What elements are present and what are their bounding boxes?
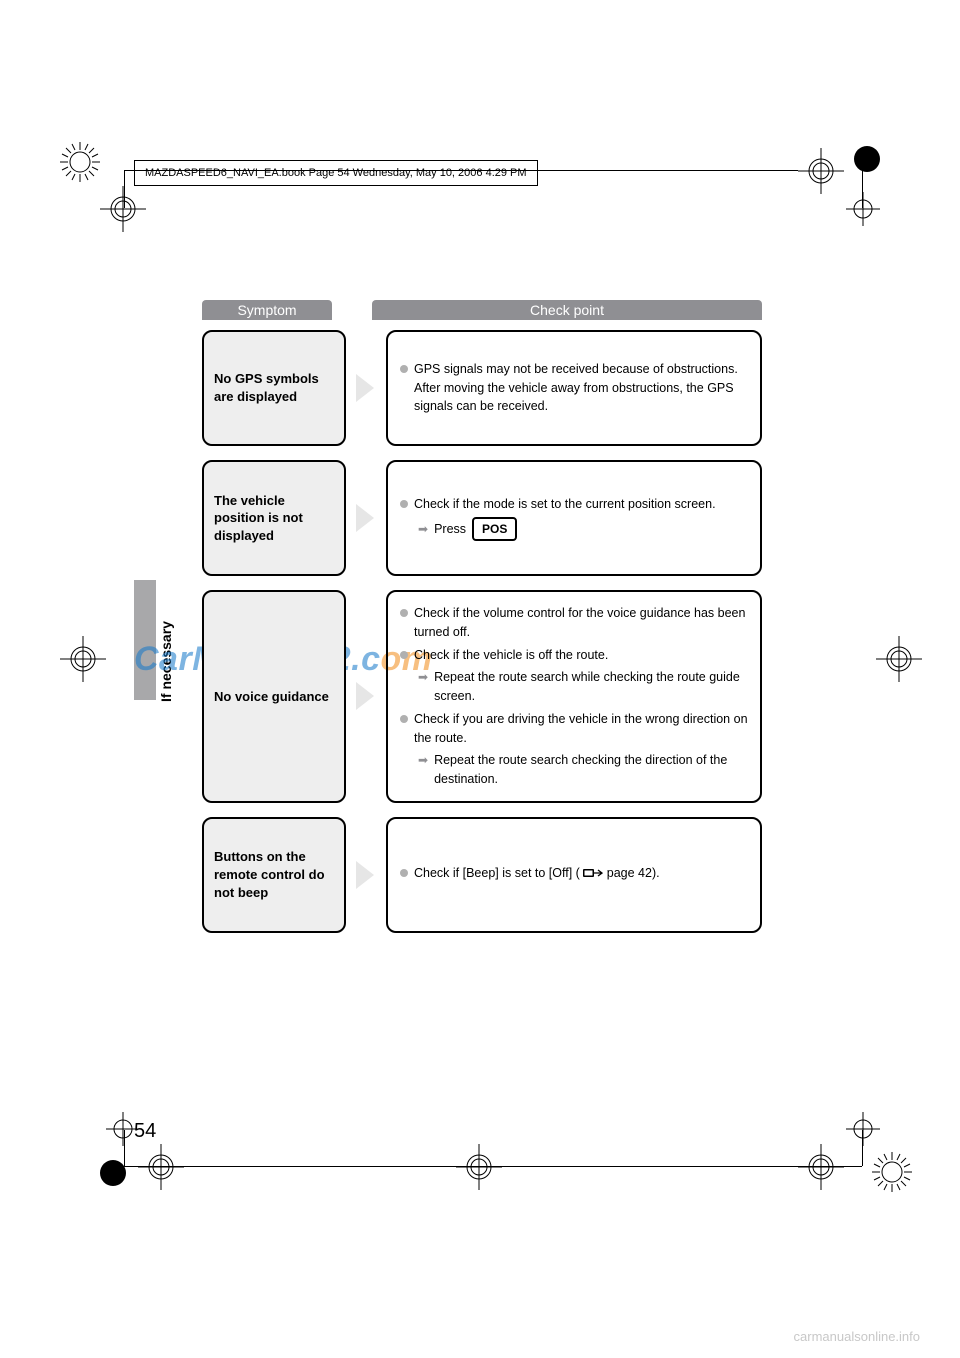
reg-cross-br2 <box>840 1106 886 1152</box>
arrow-icon <box>356 330 376 446</box>
sub-item: ➡Repeat the route search checking the di… <box>418 751 748 789</box>
sub-arrow-icon: ➡ <box>418 751 428 789</box>
bullet-text: Check if the volume control for the voic… <box>414 604 748 642</box>
bullet-dot-icon <box>400 365 408 373</box>
table-row: Buttons on the remote control do not bee… <box>202 817 762 933</box>
sub-text: Repeat the route search checking the dir… <box>434 751 748 789</box>
pos-button: POS <box>472 517 517 541</box>
bullet-dot-icon <box>400 651 408 659</box>
bullet-dot-icon <box>400 500 408 508</box>
reg-sun-tl <box>58 140 102 184</box>
symptom-box: Buttons on the remote control do not bee… <box>202 817 346 933</box>
table-row: No voice guidance Check if the volume con… <box>202 590 762 803</box>
sub-item: ➡Repeat the route search while checking … <box>418 668 748 706</box>
checkpoint-box: GPS signals may not be received because … <box>386 330 762 446</box>
reg-dot-bl <box>100 1160 126 1186</box>
side-tab <box>134 580 156 700</box>
bullet-item: GPS signals may not be received because … <box>400 360 748 416</box>
reg-cross-bc <box>456 1144 502 1190</box>
press-instruction: ➡ Press POS <box>418 517 748 541</box>
arrow-icon <box>356 817 376 933</box>
symptom-box: No GPS symbols are displayed <box>202 330 346 446</box>
reg-dot-tr <box>854 146 880 172</box>
page-ref-icon <box>583 866 603 885</box>
reg-cross-tr2 <box>840 186 886 232</box>
reg-cross-mr <box>876 636 922 682</box>
bullet-text: Check if the mode is set to the current … <box>414 495 748 514</box>
symptom-box: The vehicle position is not displayed <box>202 460 346 576</box>
col-symptom: Symptom <box>202 300 332 320</box>
sub-arrow-icon: ➡ <box>418 520 428 538</box>
symptom-box: No voice guidance <box>202 590 346 803</box>
table-row: No GPS symbols are displayed GPS signals … <box>202 330 762 446</box>
book-header: MAZDASPEED6_NAVI_EA.book Page 54 Wednesd… <box>134 160 538 186</box>
checkpoint-box: Check if [Beep] is set to [Off] ( page 4… <box>386 817 762 933</box>
bullet-item: Check if the volume control for the voic… <box>400 604 748 642</box>
column-headers: Symptom Check point <box>202 300 762 320</box>
troubleshooting-table: Symptom Check point No GPS symbols are d… <box>202 300 762 947</box>
arrow-icon <box>356 460 376 576</box>
reg-cross-tl <box>100 186 146 232</box>
press-label: Press <box>434 520 466 539</box>
bullet-dot-icon <box>400 869 408 877</box>
page-number: 54 <box>134 1120 156 1143</box>
bullet-item: Check if you are driving the vehicle in … <box>400 710 748 748</box>
reg-cross-ml <box>60 636 106 682</box>
bullet-item: Check if the vehicle is off the route. <box>400 646 748 665</box>
rows-container: No GPS symbols are displayed GPS signals … <box>202 330 762 933</box>
sub-arrow-icon: ➡ <box>418 668 428 706</box>
reg-cross-tr <box>798 148 844 194</box>
reg-vline-tl <box>124 170 125 208</box>
sub-text: Repeat the route search while checking t… <box>434 668 748 706</box>
bullet-dot-icon <box>400 609 408 617</box>
reg-sun-br <box>870 1150 914 1194</box>
side-section-label: If necessary <box>158 621 174 702</box>
checkpoint-box: Check if the volume control for the voic… <box>386 590 762 803</box>
bullet-dot-icon <box>400 715 408 723</box>
reg-cross-bl <box>138 1144 184 1190</box>
table-row: The vehicle position is not displayed Che… <box>202 460 762 576</box>
footer-watermark: carmanualsonline.info <box>794 1329 920 1344</box>
bullet-text: GPS signals may not be received because … <box>414 360 748 416</box>
bullet-item: Check if [Beep] is set to [Off] ( page 4… <box>400 864 748 885</box>
bullet-text: Check if you are driving the vehicle in … <box>414 710 748 748</box>
bullet-item: Check if the mode is set to the current … <box>400 495 748 514</box>
reg-vline-tr <box>862 170 863 208</box>
bullet-text: Check if the vehicle is off the route. <box>414 646 748 665</box>
bullet-text: Check if [Beep] is set to [Off] ( page 4… <box>414 864 748 885</box>
checkpoint-box: Check if the mode is set to the current … <box>386 460 762 576</box>
reg-cross-br <box>798 1144 844 1190</box>
col-check: Check point <box>372 300 762 320</box>
arrow-icon <box>356 590 376 803</box>
